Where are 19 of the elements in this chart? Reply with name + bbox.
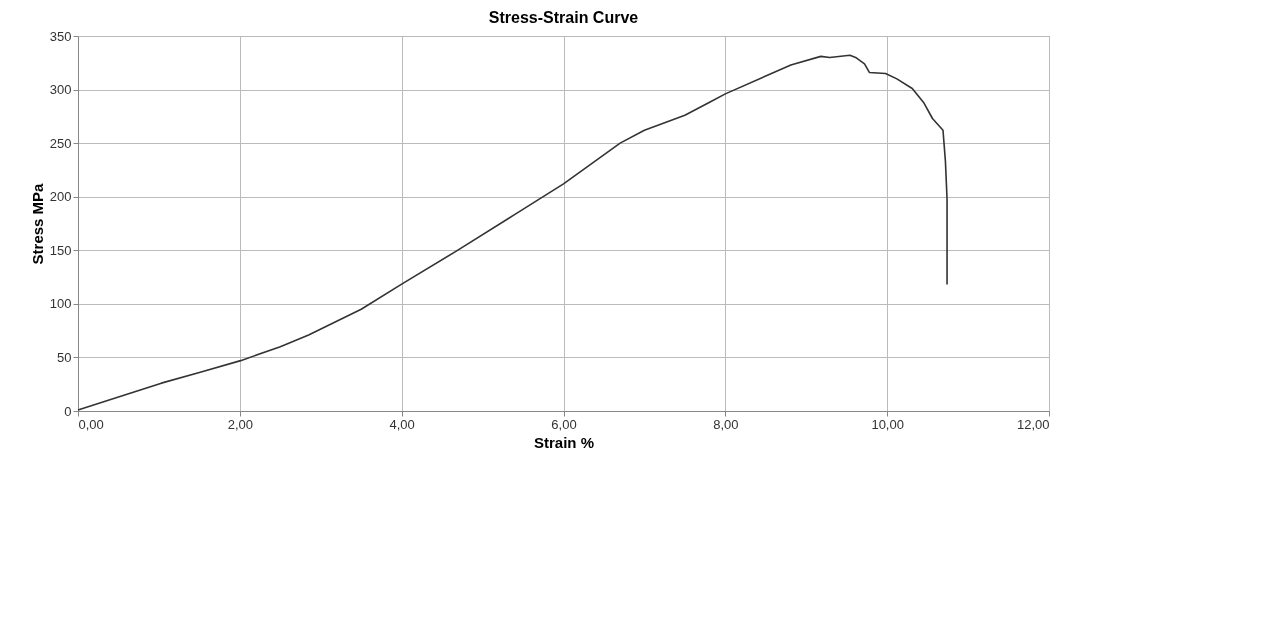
- chart-title: Stress-Strain Curve: [488, 9, 639, 26]
- line-series: [77, 54, 948, 411]
- y-tick-label: 50: [57, 349, 72, 365]
- y-tick-label: 200: [49, 189, 72, 205]
- x-tick-label: 2,00: [227, 416, 253, 432]
- x-tick-label: 12,00: [1016, 416, 1050, 432]
- y-tick-label: 350: [49, 28, 72, 44]
- x-tick-label: 4,00: [389, 416, 415, 432]
- x-axis-title: Strain %: [533, 433, 595, 451]
- y-tick-label: 150: [49, 242, 72, 258]
- y-tick-label: 250: [49, 135, 72, 151]
- y-tick-label: 300: [49, 82, 72, 98]
- x-tick-label: 10,00: [871, 416, 904, 432]
- y-axis-title: Stress MPa: [28, 182, 46, 265]
- y-tick-label: 0: [64, 403, 72, 419]
- x-tick-label: 6,00: [551, 416, 577, 432]
- x-tick-label: 8,00: [713, 416, 739, 432]
- y-tick-label: 100: [49, 296, 72, 312]
- x-tick-label: 0,00: [78, 416, 104, 432]
